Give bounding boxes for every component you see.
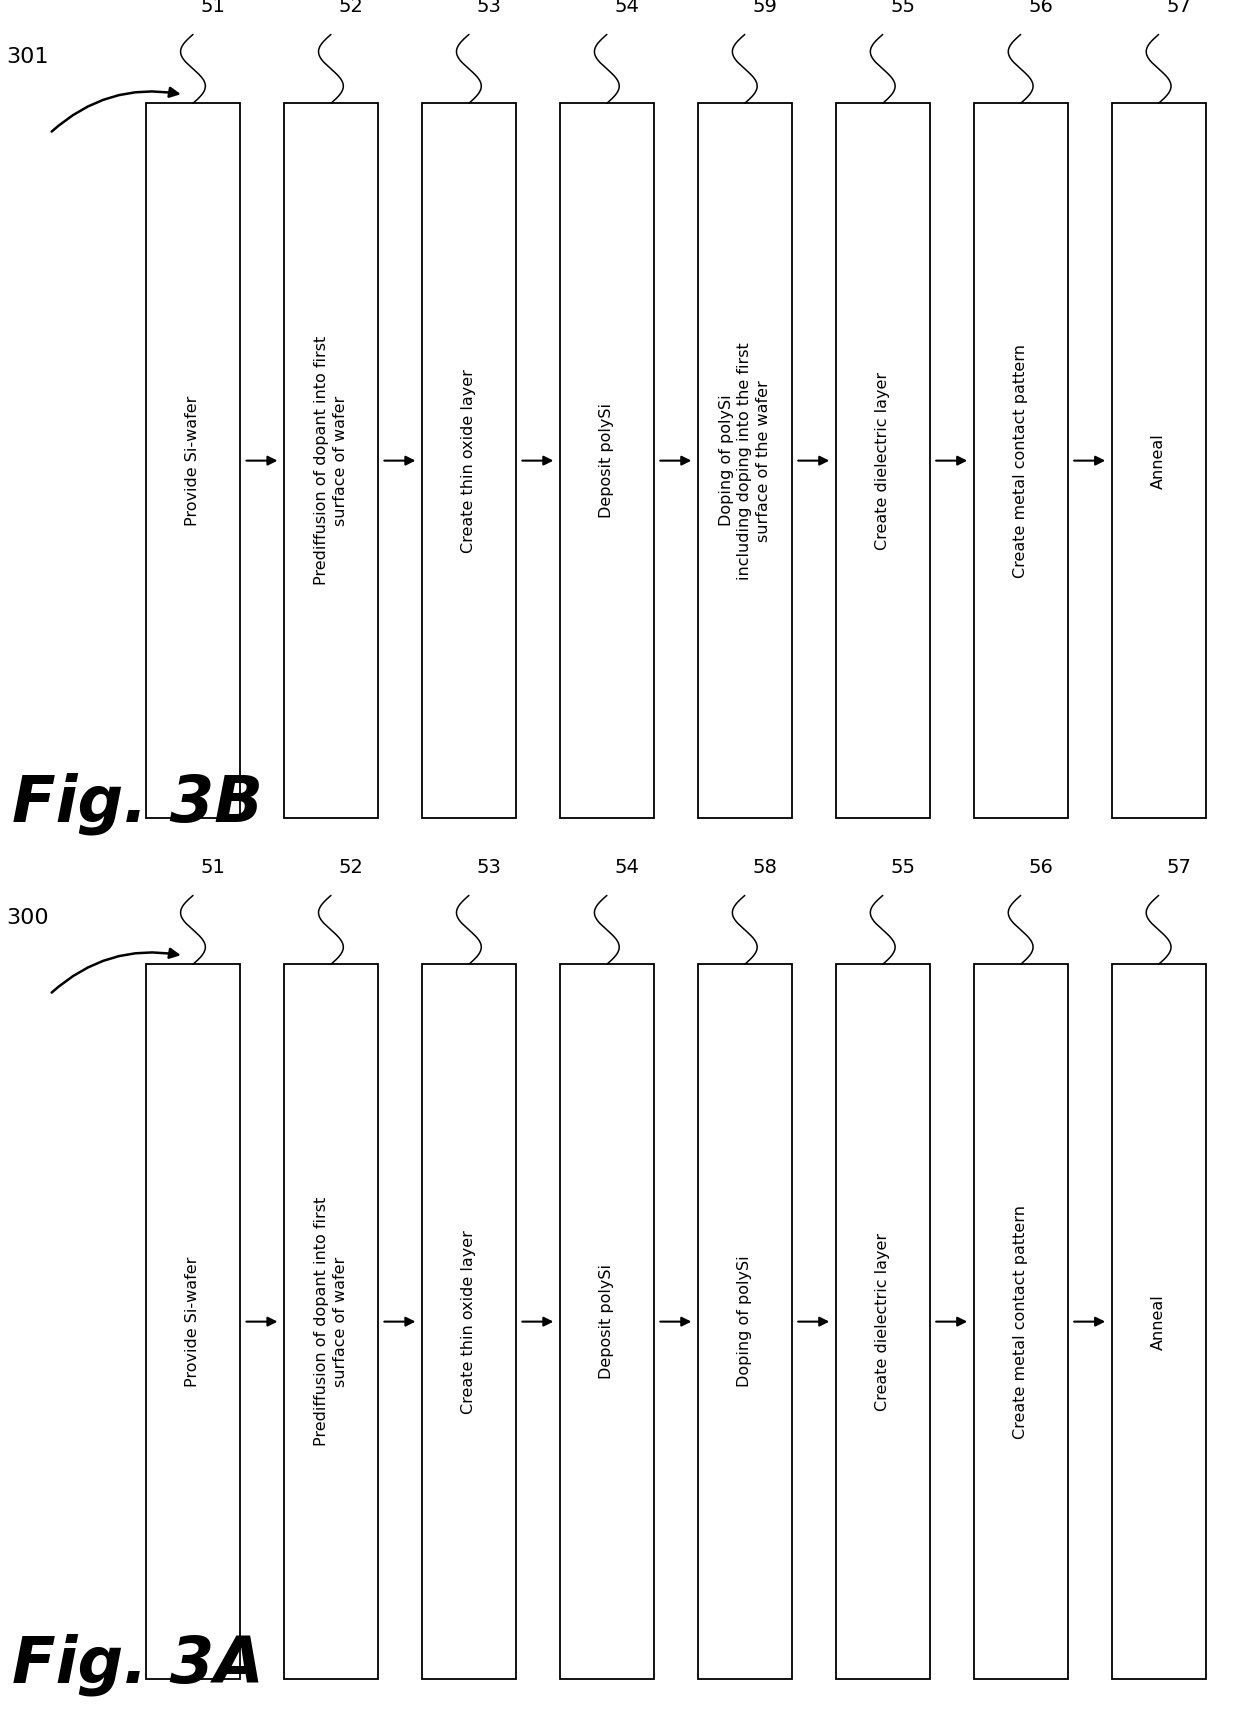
Text: 57: 57 (1166, 0, 1190, 15)
Text: 52: 52 (339, 0, 363, 15)
Bar (284, 103, 378, 818)
Text: Create thin oxide layer: Create thin oxide layer (461, 369, 476, 553)
Text: Create metal contact pattern: Create metal contact pattern (1013, 344, 1028, 577)
Text: 300: 300 (6, 909, 48, 928)
Bar (836, 964, 930, 1679)
Text: 56: 56 (1028, 858, 1053, 878)
Text: 59: 59 (753, 0, 777, 15)
Text: 57: 57 (1166, 858, 1190, 878)
Text: Anneal: Anneal (1151, 1293, 1166, 1350)
Bar (698, 964, 791, 1679)
Text: Provide Si-wafer: Provide Si-wafer (186, 1257, 201, 1386)
Text: 51: 51 (201, 0, 226, 15)
Text: Create dielectric layer: Create dielectric layer (875, 1233, 890, 1410)
Bar (973, 103, 1068, 818)
Bar (1112, 964, 1205, 1679)
Text: 54: 54 (614, 0, 639, 15)
Text: 53: 53 (476, 0, 501, 15)
Text: Deposit polySi: Deposit polySi (599, 403, 614, 518)
Text: 52: 52 (339, 858, 363, 878)
Text: Prediffusion of dopant into first
surface of wafer: Prediffusion of dopant into first surfac… (314, 336, 347, 585)
Text: Deposit polySi: Deposit polySi (599, 1264, 614, 1379)
Text: Prediffusion of dopant into first
surface of wafer: Prediffusion of dopant into first surfac… (314, 1197, 347, 1446)
Bar (560, 964, 653, 1679)
Text: Doping of polySi
including doping into the first
surface of the wafer: Doping of polySi including doping into t… (719, 341, 771, 580)
Text: Fig. 3B: Fig. 3B (12, 773, 263, 835)
Text: 55: 55 (890, 0, 915, 15)
Text: 56: 56 (1028, 0, 1053, 15)
Text: 51: 51 (201, 858, 226, 878)
Bar (973, 964, 1068, 1679)
Text: Create thin oxide layer: Create thin oxide layer (461, 1230, 476, 1414)
Bar (422, 103, 516, 818)
Text: 55: 55 (890, 858, 915, 878)
Bar (146, 964, 239, 1679)
Text: Provide Si-wafer: Provide Si-wafer (186, 396, 201, 525)
Bar (560, 103, 653, 818)
Text: Create metal contact pattern: Create metal contact pattern (1013, 1205, 1028, 1438)
Bar (146, 103, 239, 818)
Text: Create dielectric layer: Create dielectric layer (875, 372, 890, 549)
Text: Doping of polySi: Doping of polySi (738, 1255, 753, 1388)
Text: 301: 301 (6, 46, 48, 67)
Text: Anneal: Anneal (1151, 432, 1166, 489)
Text: 54: 54 (614, 858, 639, 878)
Text: 58: 58 (753, 858, 777, 878)
Bar (284, 964, 378, 1679)
Bar (1112, 103, 1205, 818)
Text: Fig. 3A: Fig. 3A (12, 1634, 264, 1696)
Text: 53: 53 (476, 858, 501, 878)
Bar (422, 964, 516, 1679)
Bar (698, 103, 791, 818)
Bar (836, 103, 930, 818)
